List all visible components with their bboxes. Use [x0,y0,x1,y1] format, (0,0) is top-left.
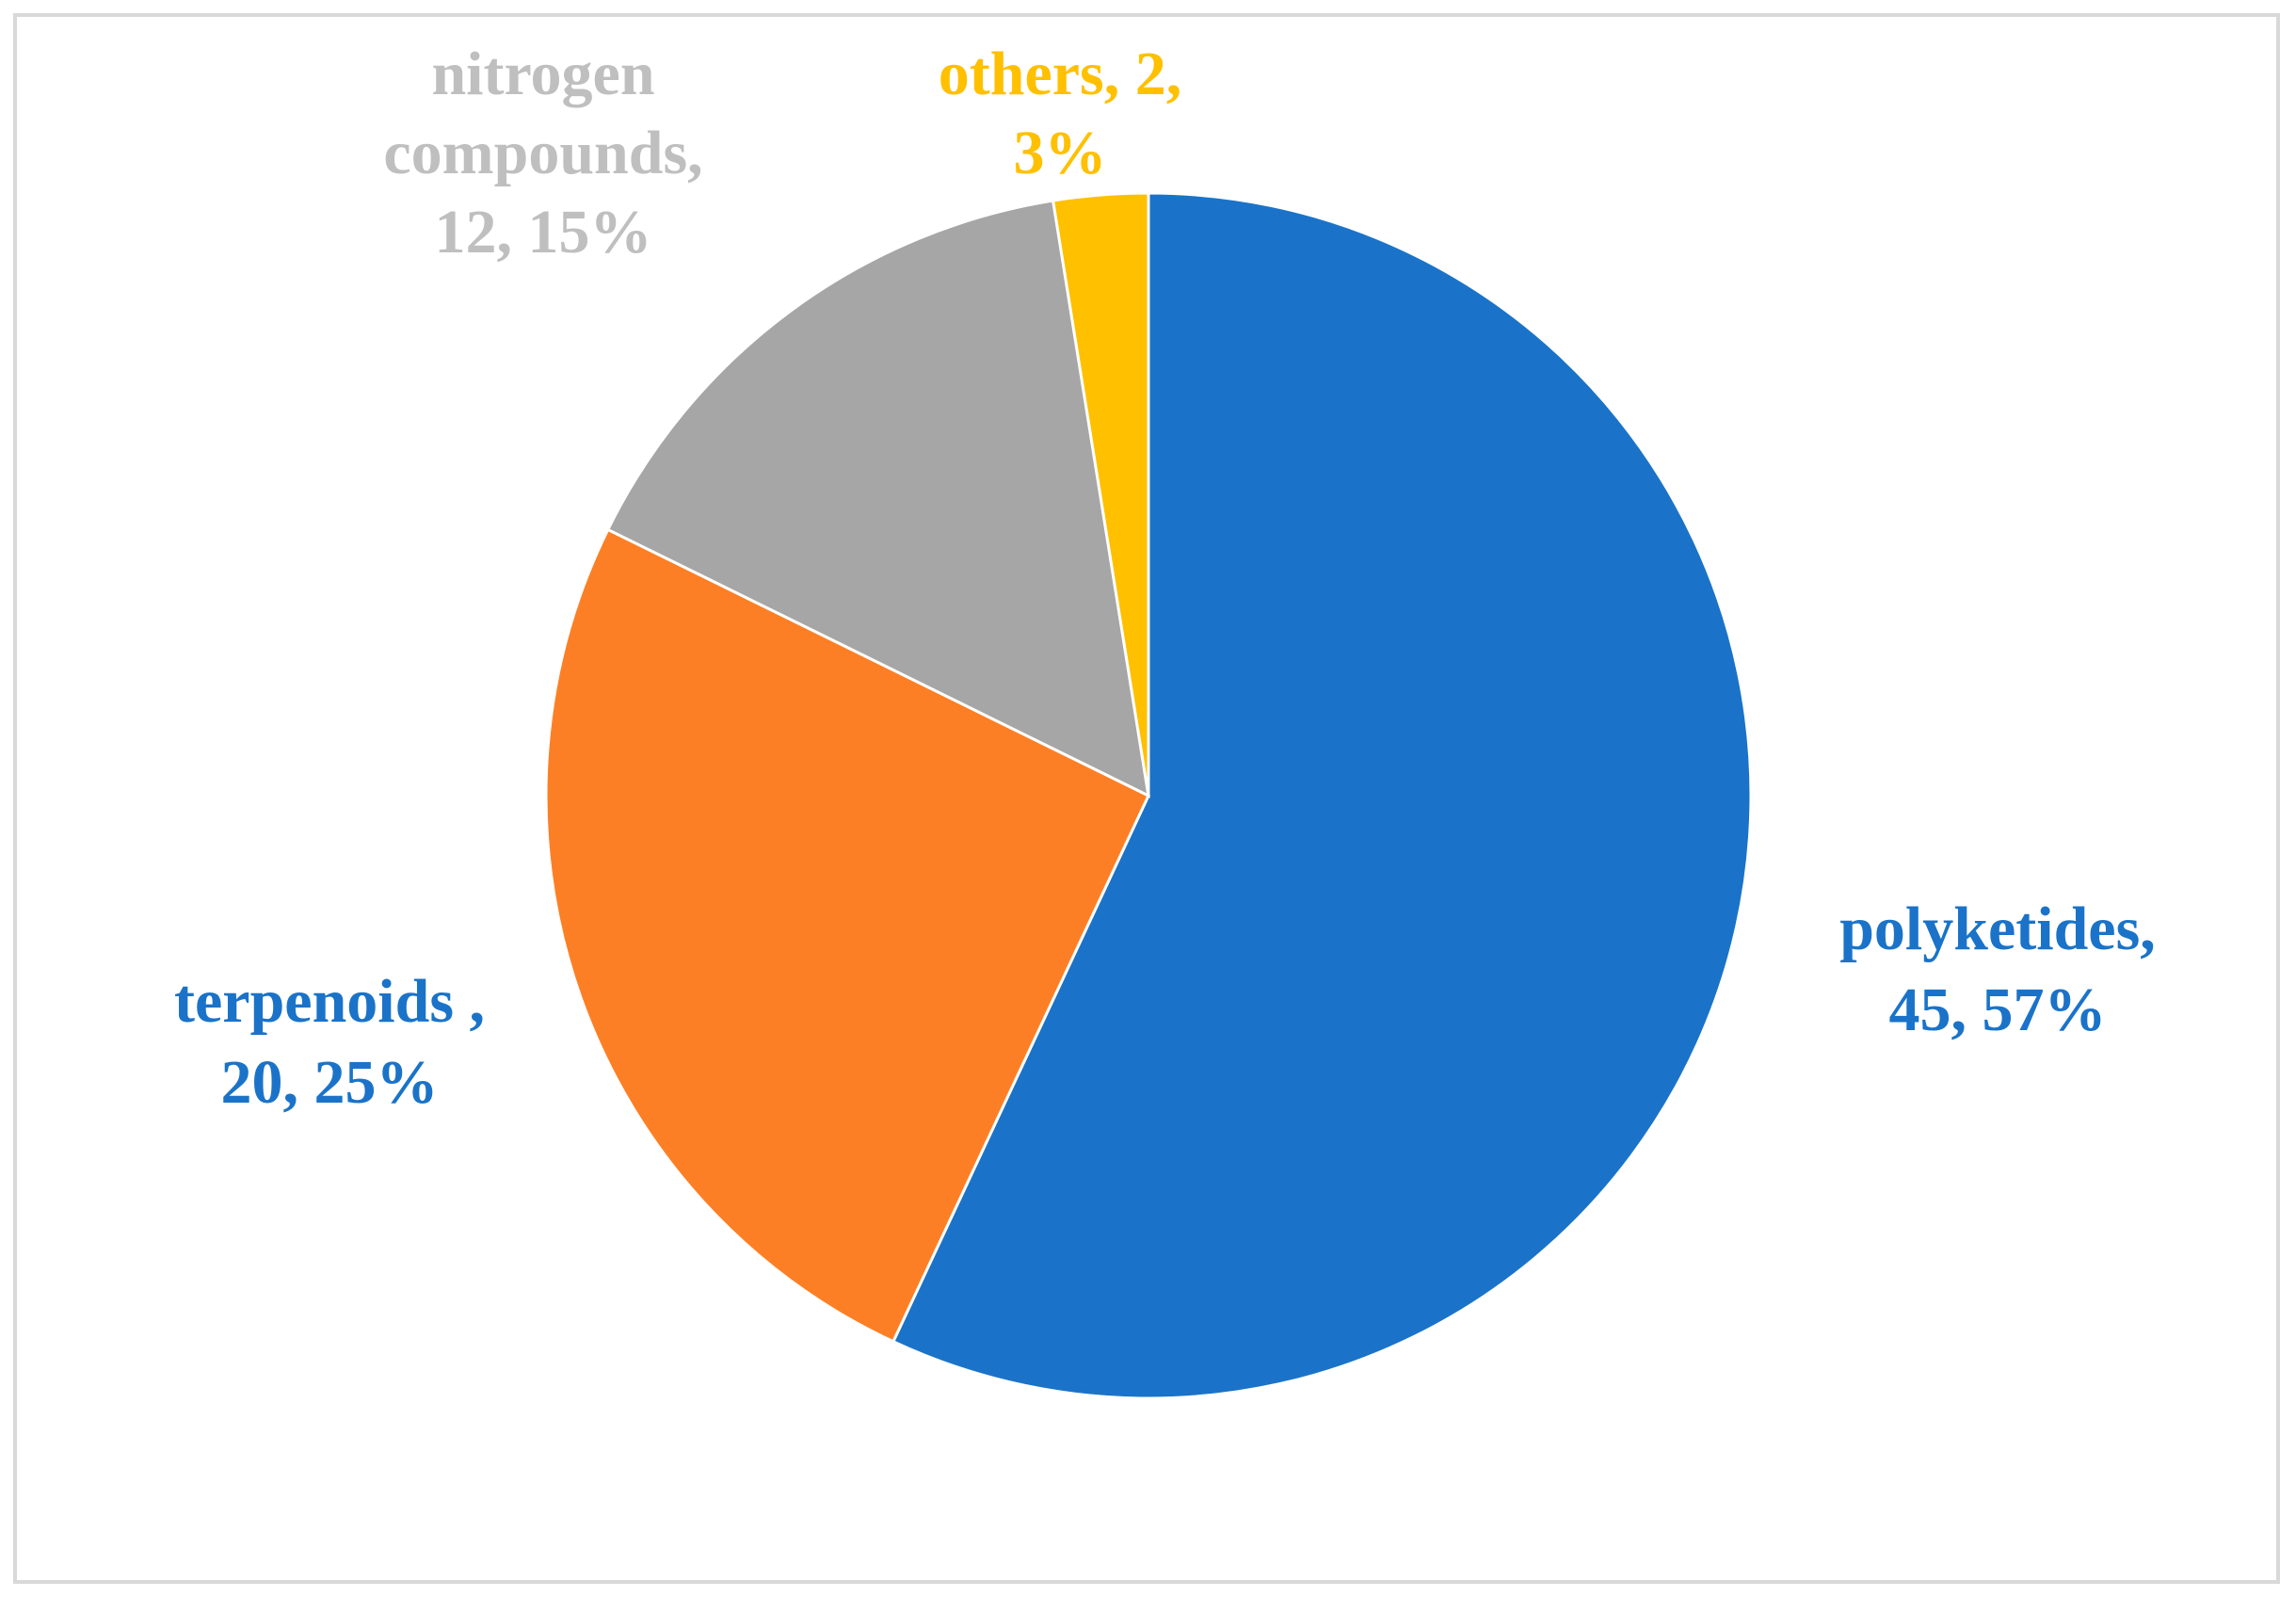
slice-labels: polyketides, 45, 57% terpenoids , 20, 25% ni… [174,40,2156,1117]
data-label-line: 3% [1014,119,1107,187]
data-label-line: others, 2, [939,40,1181,108]
pie-slice-terpenoids [544,527,1150,1344]
data-label-terpenoids: terpenoids , 20, 25% [174,967,485,1117]
pie-slice-polyketides [891,191,1753,1400]
data-label-line: terpenoids , [174,967,485,1036]
data-label-line: nitrogen [431,40,654,108]
data-label-line: polyketides, [1839,895,2156,963]
data-label-others: others, 2, 3% [939,40,1181,187]
pie-slice-nitrogen-compounds [605,199,1150,798]
data-label-line: compounds, [383,119,702,187]
data-label-nitrogen-compounds: nitrogen compounds, 12, 15% [383,40,702,266]
pie-slice-others [1051,191,1150,797]
data-label-line: 12, 15% [435,198,652,266]
data-label-line: 45, 57% [1889,976,2107,1044]
data-label-polyketides: polyketides, 45, 57% [1839,895,2156,1044]
pie-slices [544,191,1753,1400]
data-label-line: 20, 25% [221,1048,439,1117]
